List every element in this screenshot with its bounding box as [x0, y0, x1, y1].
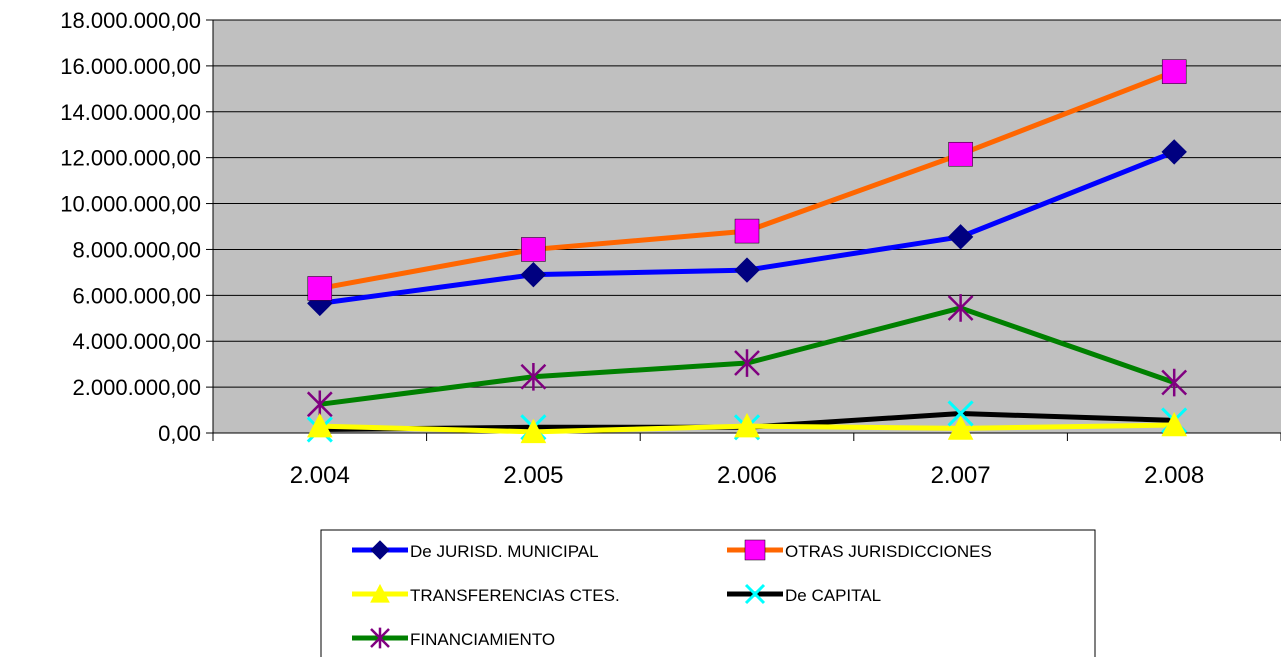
- y-tick-label: 18.000.000,00: [60, 8, 201, 33]
- y-tick-label: 2.000.000,00: [73, 375, 201, 400]
- y-tick-label: 12.000.000,00: [60, 146, 201, 171]
- y-tick-label: 14.000.000,00: [60, 100, 201, 125]
- series-markers: [306, 59, 1188, 444]
- legend-label: FINANCIAMIENTO: [410, 630, 555, 649]
- data-point-financiamiento: [947, 294, 974, 322]
- data-point-de-jurisd-municipal: [734, 257, 760, 283]
- y-axis-tick-labels: 0,00 2.000.000,00 4.000.000,00 6.000.000,00…: [60, 8, 201, 446]
- legend-item-financiamiento: FINANCIAMIENTO: [352, 627, 555, 649]
- legend-box: [320, 529, 1096, 657]
- legend-label: OTRAS JURISDICCIONES: [785, 542, 992, 561]
- data-point-otras-jurisdicciones: [1161, 59, 1187, 84]
- legend: De JURISD. MUNICIPAL OTRAS JURISDICCIONES…: [320, 529, 1096, 657]
- data-point-otras-jurisdicciones: [307, 276, 333, 301]
- x-tick-label: 2.008: [1144, 462, 1204, 489]
- legend-label: De JURISD. MUNICIPAL: [410, 542, 599, 561]
- x-tick-label: 2.004: [290, 462, 350, 489]
- data-point-otras-jurisdicciones: [734, 218, 760, 244]
- legend-item-de-jurisd-municipal: De JURISD. MUNICIPAL: [352, 540, 599, 561]
- legend-item-transferencias-ctes: TRANSFERENCIAS CTES.: [352, 583, 620, 605]
- data-point-de-jurisd-municipal: [520, 261, 547, 288]
- legend-label: TRANSFERENCIAS CTES.: [410, 586, 620, 605]
- legend-marker: [370, 540, 390, 560]
- data-point-financiamiento: [734, 349, 760, 377]
- x-tick-label: 2.007: [931, 462, 991, 489]
- legend-marker: [744, 539, 766, 561]
- legend-marker: [370, 583, 390, 603]
- data-point-transferencias-ctes: [1161, 411, 1188, 437]
- data-point-financiamiento: [520, 362, 547, 391]
- data-point-de-jurisd-municipal: [1161, 139, 1187, 165]
- legend-item-de-capital: De CAPITAL: [727, 583, 881, 605]
- legend-marker: [744, 583, 766, 605]
- y-tick-label: 0,00: [158, 421, 201, 446]
- legend-label: De CAPITAL: [785, 586, 881, 605]
- data-point-financiamiento: [1161, 368, 1188, 397]
- y-tick-label: 16.000.000,00: [60, 54, 201, 79]
- x-tick-label: 2.006: [717, 462, 777, 489]
- data-point-otras-jurisdicciones: [521, 237, 546, 262]
- y-tick-label: 6.000.000,00: [73, 283, 201, 308]
- y-tick-label: 8.000.000,00: [73, 237, 201, 262]
- data-point-transferencias-ctes: [947, 415, 974, 440]
- legend-marker: [370, 627, 390, 649]
- y-tick-label: 4.000.000,00: [73, 329, 201, 354]
- legend-item-otras-jurisdicciones: OTRAS JURISDICCIONES: [727, 539, 992, 561]
- data-point-transferencias-ctes: [734, 413, 760, 438]
- data-point-de-capital: [947, 400, 974, 427]
- x-tick-label: 2.005: [503, 462, 563, 489]
- data-point-transferencias-ctes: [520, 418, 547, 444]
- data-point-transferencias-ctes: [306, 413, 333, 438]
- x-axis-tick-labels: 2.004 2.005 2.006 2.007 2.008: [290, 462, 1204, 489]
- y-tick-label: 10.000.000,00: [60, 192, 201, 217]
- data-point-de-jurisd-municipal: [947, 224, 974, 250]
- data-point-otras-jurisdicciones: [948, 141, 973, 167]
